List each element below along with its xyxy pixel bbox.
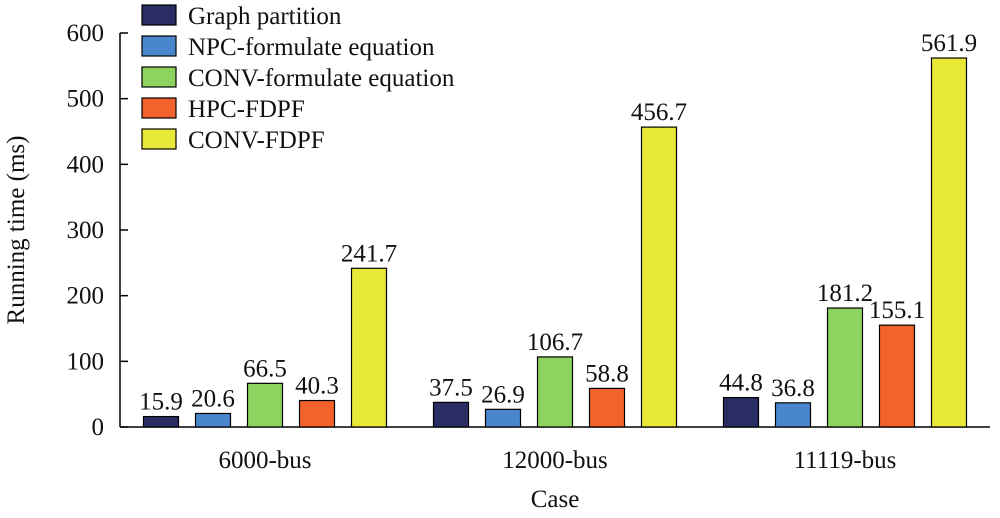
data-label: 561.9	[921, 30, 977, 57]
y-tick-label: 500	[67, 86, 105, 113]
data-label: 66.5	[243, 355, 287, 382]
x-axis-title: Case	[531, 486, 580, 513]
bar-conv-fdpf-11119-bus	[930, 57, 968, 428]
bar-graph-partition-11119-bus	[722, 396, 760, 428]
legend-label: HPC-FDPF	[188, 96, 305, 123]
bar-hpc-fdpf-11119-bus	[878, 324, 916, 428]
data-label: 40.3	[295, 373, 339, 400]
y-tick-label: 0	[92, 414, 105, 441]
bar-npc-formulate-equation-6000-bus	[194, 412, 232, 428]
data-label: 181.2	[817, 280, 873, 307]
bars	[142, 57, 968, 428]
data-label: 58.8	[585, 360, 629, 387]
bar-hpc-fdpf-6000-bus	[298, 399, 336, 428]
legend-label: NPC-formulate equation	[188, 34, 435, 61]
y-tick-label: 300	[67, 217, 105, 244]
legend-swatch	[141, 66, 177, 88]
bar-npc-formulate-equation-12000-bus	[484, 408, 522, 428]
data-label: 106.7	[527, 329, 583, 356]
y-tick-label: 100	[67, 348, 105, 375]
legend-swatch	[141, 4, 177, 26]
legend-swatch	[141, 128, 177, 150]
bar-conv-formulate-equation-6000-bus	[246, 382, 284, 428]
legend-label: Graph partition	[188, 3, 342, 30]
y-ticks: 0 100 200 300 400 500 600	[67, 20, 128, 441]
x-tick-label: 12000-bus	[502, 447, 608, 474]
y-tick-label: 600	[67, 20, 105, 47]
bar-conv-fdpf-12000-bus	[640, 126, 678, 428]
data-label: 155.1	[869, 297, 925, 324]
bar-conv-fdpf-6000-bus	[350, 267, 388, 428]
data-label: 20.6	[191, 385, 235, 412]
legend-swatch	[141, 35, 177, 57]
data-label: 456.7	[631, 99, 687, 126]
bar-hpc-fdpf-12000-bus	[588, 387, 626, 428]
legend-label: CONV-formulate equation	[188, 65, 455, 92]
bar-graph-partition-6000-bus	[142, 415, 180, 428]
bar-graph-partition-12000-bus	[432, 401, 470, 428]
x-ticks: 6000-bus 12000-bus 11119-bus	[218, 447, 896, 474]
data-label: 241.7	[341, 240, 397, 267]
legend: Graph partition NPC-formulate equation CON…	[141, 3, 455, 154]
y-tick-label: 200	[67, 283, 105, 310]
bar-conv-formulate-equation-11119-bus	[826, 307, 864, 428]
bar-conv-formulate-equation-12000-bus	[536, 356, 574, 428]
bar-npc-formulate-equation-11119-bus	[774, 402, 812, 428]
data-label: 15.9	[139, 389, 183, 416]
data-label: 36.8	[771, 375, 815, 402]
x-tick-label: 11119-bus	[794, 447, 897, 474]
data-label: 26.9	[481, 381, 525, 408]
legend-swatch	[141, 97, 177, 119]
y-tick-label: 400	[67, 151, 105, 178]
legend-label: CONV-FDPF	[188, 127, 325, 154]
y-axis-title: Running time (ms)	[3, 136, 30, 325]
data-label: 44.8	[719, 370, 763, 397]
x-tick-label: 6000-bus	[218, 447, 311, 474]
data-label: 37.5	[429, 374, 473, 401]
